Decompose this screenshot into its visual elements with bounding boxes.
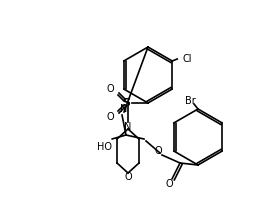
Text: HO: HO (96, 142, 111, 152)
Text: O: O (154, 146, 162, 156)
Text: S: S (122, 98, 130, 108)
Text: O: O (106, 112, 114, 122)
Text: O: O (124, 172, 132, 182)
Text: O: O (165, 179, 173, 189)
Text: Br: Br (185, 96, 195, 106)
Text: N: N (120, 104, 128, 114)
Text: O: O (106, 84, 114, 94)
Text: N: N (124, 122, 132, 132)
Text: Cl: Cl (182, 54, 192, 64)
